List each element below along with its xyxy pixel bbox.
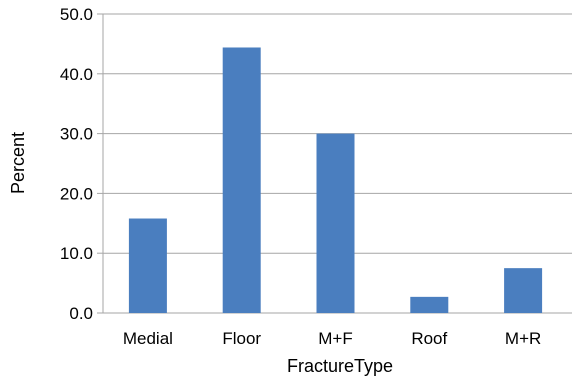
x-tick-label: Floor <box>222 329 261 348</box>
x-tick-label: Roof <box>411 329 447 348</box>
bar-m-r <box>504 268 543 313</box>
y-tick-label: 10.0 <box>60 244 93 263</box>
bar-roof <box>410 296 449 313</box>
bar-medial <box>128 218 167 313</box>
x-tick-label: M+F <box>318 329 352 348</box>
x-axis-ticks: Medial Floor M+F Roof M+R <box>123 329 541 348</box>
bars <box>128 47 543 313</box>
y-tick-label: 30.0 <box>60 125 93 144</box>
y-tick-label: 40.0 <box>60 65 93 84</box>
y-tick-label: 0.0 <box>69 304 93 323</box>
bar-m-f <box>316 133 355 313</box>
y-tick-label: 20.0 <box>60 184 93 203</box>
x-tick-label: Medial <box>123 329 173 348</box>
y-tick-label: 50.0 <box>60 5 93 24</box>
x-tick-label: M+R <box>505 329 541 348</box>
x-axis-title: FractureType <box>287 356 393 376</box>
bar-floor <box>222 47 261 313</box>
y-axis-title: Percent <box>8 132 28 194</box>
y-axis-ticks: 0.0 10.0 20.0 30.0 40.0 50.0 <box>60 5 93 323</box>
